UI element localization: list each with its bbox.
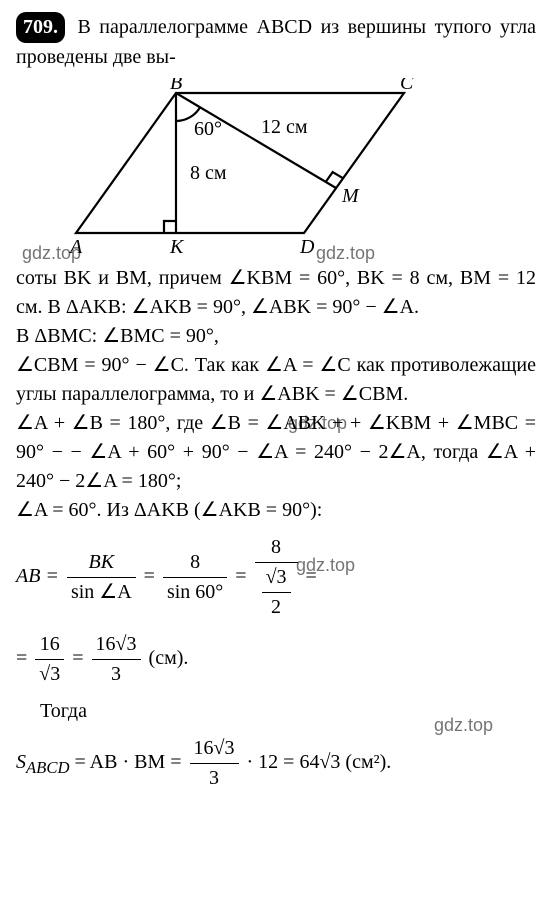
frac-bot: 3	[92, 660, 141, 689]
svg-text:D: D	[299, 236, 315, 256]
body-4: ∠A + ∠B = 180°, где ∠B = ∠ABK + + ∠KBM +…	[16, 409, 536, 496]
frac-16root3-3: 16√3 3	[92, 630, 141, 689]
eq-sign: =	[235, 565, 246, 587]
body-1: соты BK и BM, причем ∠KBM = 60°, BK = 8 …	[16, 264, 536, 322]
frac-top: √3	[262, 563, 291, 593]
frac-bot: 3	[190, 764, 239, 793]
area-sub: ABCD	[26, 758, 70, 777]
eq-ab-1: AB = BK sin ∠A = 8 sin 60° = 8 √3 2 =	[16, 533, 536, 622]
body-2: В ΔBMC: ∠BMC = 90°,	[16, 322, 536, 351]
frac-16-root3: 16 √3	[35, 630, 64, 689]
frac-top: 8	[163, 548, 227, 578]
frac-bk-sina: BK sin ∠A	[67, 548, 136, 607]
eq-sign: =	[306, 565, 317, 587]
frac-top: BK	[89, 551, 115, 573]
svg-text:12 см: 12 см	[261, 116, 308, 138]
body-5: ∠A = 60°. Из ΔAKB (∠AKB = 90°):	[16, 496, 536, 525]
svg-text:60°: 60°	[194, 118, 222, 140]
svg-text:C: C	[400, 78, 414, 94]
ab-lhs: AB =	[16, 565, 59, 587]
page-root: { "problem_number": "709.", "intro_text"…	[16, 12, 536, 793]
frac-top: 16√3	[190, 734, 239, 764]
eq-area: SABCD = AB · BM = 16√3 3 · 12 = 64√3 (см…	[16, 734, 536, 793]
area-mid: = AB · BM =	[75, 751, 187, 773]
problem-number: 709.	[16, 12, 65, 43]
svg-text:M: M	[341, 185, 360, 207]
frac-top: 8	[255, 533, 298, 563]
eq-sign: =	[144, 565, 155, 587]
area-tail: · 12 = 64√3 (см²).	[247, 751, 392, 773]
svg-text:A: A	[68, 236, 83, 256]
frac-area: 16√3 3	[190, 734, 239, 793]
svg-text:8 см: 8 см	[190, 162, 227, 184]
intro-line: 709. В параллелограмме ABCD из вершины т…	[16, 12, 536, 72]
parallelogram-diagram: A B C D K M 60° 12 см 8 см	[56, 78, 426, 256]
eq-ab-2: = 16 √3 = 16√3 3 (см).	[16, 630, 536, 689]
frac-top: 16√3	[92, 630, 141, 660]
frac-8-sin60: 8 sin 60°	[163, 548, 227, 607]
frac-top: 16	[35, 630, 64, 660]
svg-text:K: K	[169, 236, 185, 256]
then-text: Тогда	[16, 697, 536, 726]
frac-bot: 2	[262, 593, 291, 622]
unit-cm: (см).	[149, 647, 189, 669]
frac-bot: √3	[35, 660, 64, 689]
frac-bot: sin 60°	[163, 578, 227, 607]
area-s: S	[16, 751, 26, 773]
svg-text:B: B	[170, 78, 182, 94]
frac-bot: √3 2	[255, 563, 298, 622]
frac-8-root32: 8 √3 2	[255, 533, 298, 622]
body-3: ∠CBM = 90° − ∠C. Так как ∠A = ∠C как про…	[16, 351, 536, 409]
frac-bot: sin ∠A	[67, 578, 136, 607]
intro-text: В параллелограмме ABCD из вершины тупого…	[16, 16, 536, 68]
